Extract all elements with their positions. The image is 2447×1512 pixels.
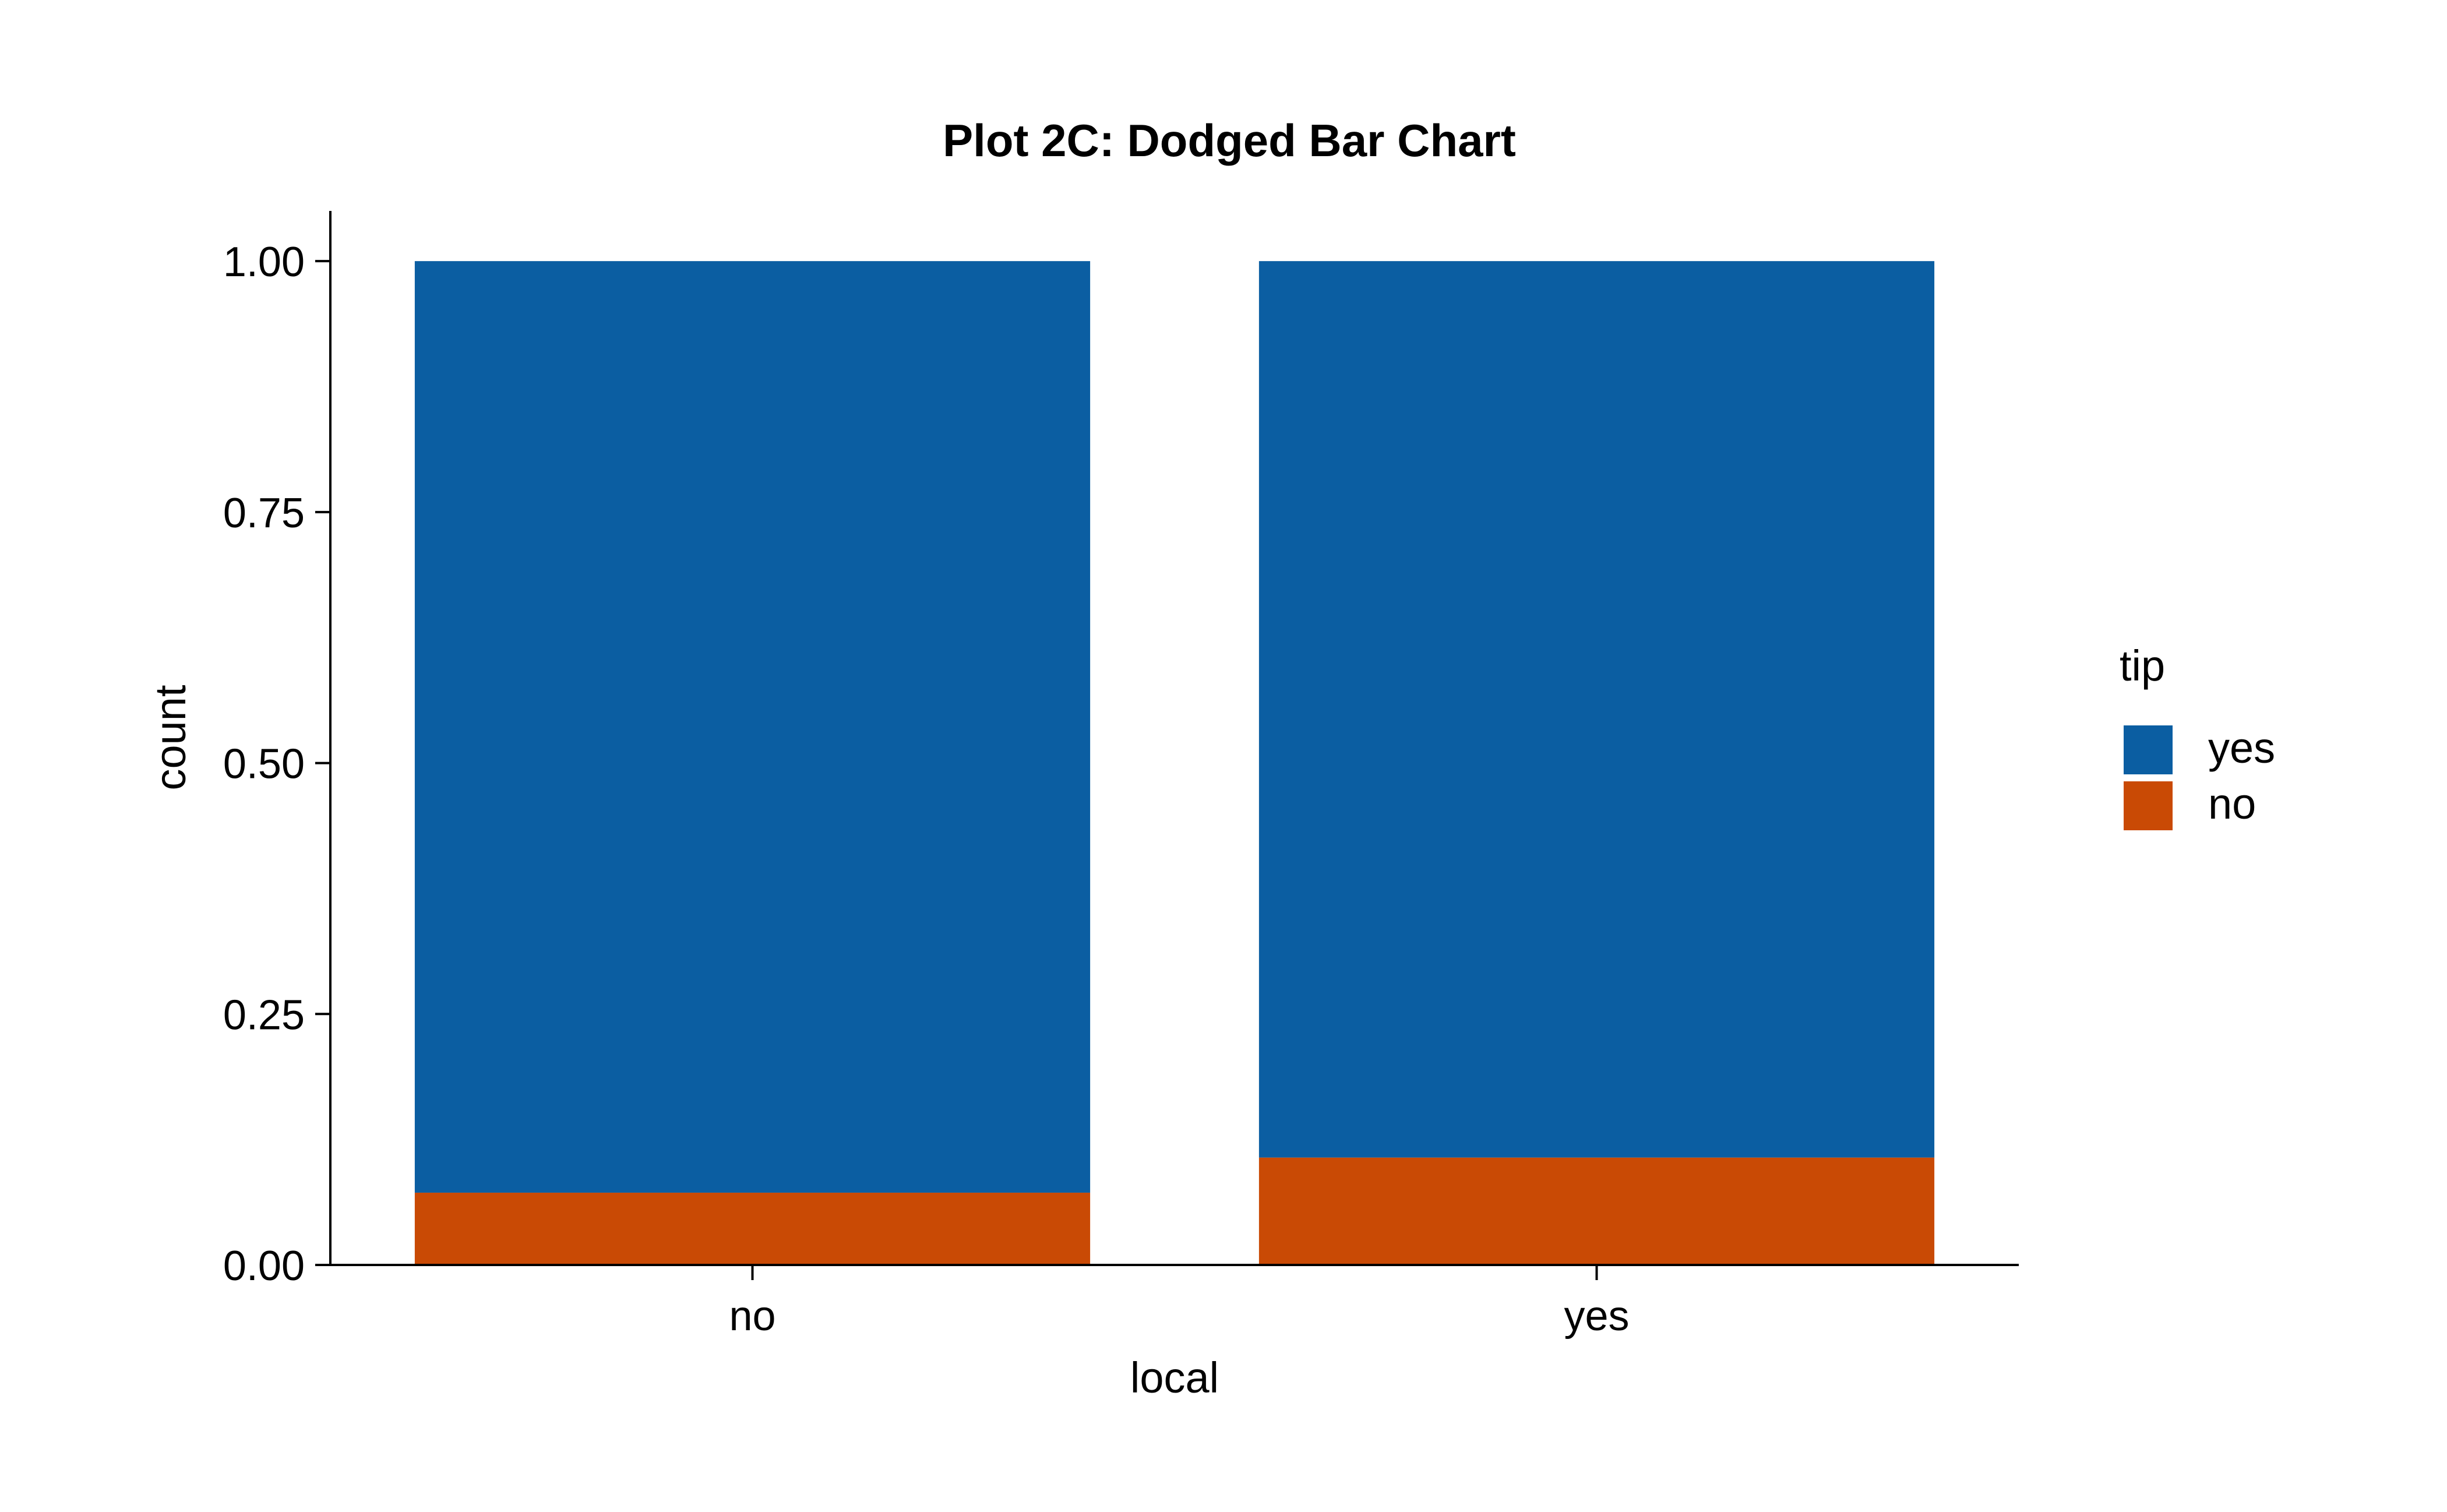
- legend-swatch-yes: [2124, 725, 2173, 774]
- legend-swatch-no: [2124, 781, 2173, 830]
- y-tick-label: 0.25: [223, 992, 305, 1038]
- legend-title: tip: [2120, 642, 2165, 690]
- y-axis-title: count: [146, 685, 195, 790]
- bar-yes-no: [1258, 1157, 1935, 1265]
- y-tick-label: 0.50: [223, 741, 305, 788]
- legend-label-no: no: [2208, 780, 2256, 828]
- x-tick-label: no: [729, 1293, 775, 1340]
- y-tick-label: 1.00: [223, 239, 305, 286]
- chart-title: Plot 2C: Dodged Bar Chart: [943, 115, 1516, 166]
- y-tick-label: 0.00: [223, 1243, 305, 1289]
- legend-label-yes: yes: [2208, 724, 2275, 772]
- x-axis-ticks: no yes: [729, 1265, 1630, 1340]
- y-axis-ticks: 0.00 0.25 0.50 0.75 1.00: [223, 239, 330, 1289]
- bar-yes-yes: [1258, 261, 1935, 1158]
- legend: tip yes no: [2120, 642, 2275, 830]
- x-tick-label: yes: [1564, 1293, 1629, 1340]
- x-axis-title: local: [1130, 1354, 1219, 1402]
- bars-group: [414, 261, 1935, 1265]
- legend-items: yes no: [2124, 724, 2275, 830]
- bar-no-yes: [414, 261, 1091, 1193]
- y-tick-label: 0.75: [223, 490, 305, 537]
- bar-no-no: [414, 1192, 1091, 1265]
